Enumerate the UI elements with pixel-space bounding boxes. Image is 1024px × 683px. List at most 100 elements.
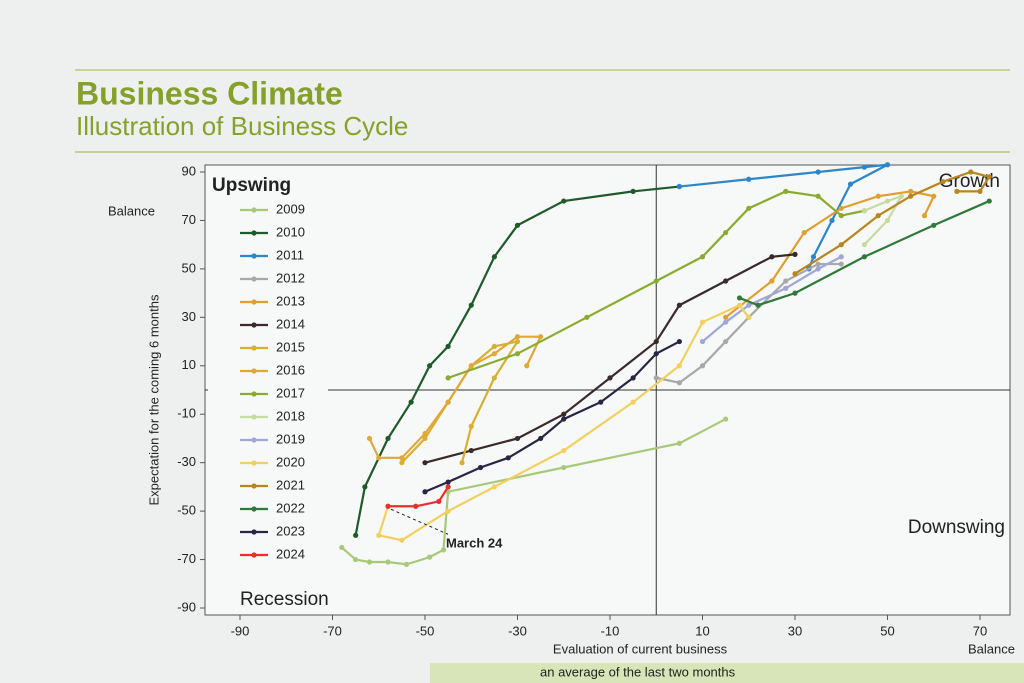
series-line xyxy=(656,262,842,384)
legend-label: 2014 xyxy=(276,316,305,331)
data-point xyxy=(445,375,451,381)
data-point xyxy=(514,351,521,357)
data-point xyxy=(491,351,497,357)
data-point xyxy=(491,484,497,490)
data-point xyxy=(422,431,428,437)
data-point xyxy=(422,489,428,495)
x-tick-label: 70 xyxy=(973,623,987,638)
data-point xyxy=(607,375,613,381)
data-point xyxy=(630,399,636,405)
legend-marker xyxy=(251,276,257,282)
x-tick-label: 50 xyxy=(880,623,894,638)
y-tick-label: -50 xyxy=(177,503,196,518)
data-point xyxy=(755,302,761,308)
x-tick-label: -10 xyxy=(601,623,620,638)
legend-label: 2017 xyxy=(276,385,305,400)
data-point xyxy=(838,261,844,267)
legend-marker xyxy=(251,529,257,535)
data-point xyxy=(746,205,752,211)
data-point xyxy=(792,251,798,257)
legend-label: 2012 xyxy=(276,270,305,285)
data-point xyxy=(403,561,410,568)
data-point xyxy=(538,435,544,442)
series-line xyxy=(739,200,990,307)
data-point xyxy=(468,302,474,308)
data-point xyxy=(723,278,729,284)
data-point xyxy=(468,363,474,369)
x-tick-label: -90 xyxy=(231,623,250,638)
footer-band xyxy=(430,663,1024,683)
legend-label: 2018 xyxy=(276,408,305,423)
data-point xyxy=(408,399,414,405)
data-point xyxy=(676,440,682,446)
chart-title: Business Climate xyxy=(76,75,343,111)
data-point xyxy=(366,559,373,565)
data-point xyxy=(376,532,382,538)
legend-marker xyxy=(251,207,257,213)
x-tick-label: -70 xyxy=(323,623,342,638)
data-point xyxy=(514,338,521,345)
series-line xyxy=(368,335,543,459)
data-point xyxy=(561,447,567,454)
data-point xyxy=(561,411,567,417)
series-line xyxy=(701,255,842,343)
data-point xyxy=(514,334,521,340)
data-point xyxy=(977,188,983,194)
x-tick-label: 30 xyxy=(788,623,802,638)
data-point xyxy=(815,193,821,199)
data-point xyxy=(524,363,530,369)
data-point xyxy=(723,338,729,345)
data-point xyxy=(353,556,359,563)
data-point xyxy=(986,198,992,204)
data-point xyxy=(940,179,946,185)
legend-label: 2011 xyxy=(276,247,304,262)
data-point xyxy=(445,508,451,514)
data-point xyxy=(584,314,590,320)
legend-marker xyxy=(251,391,257,397)
legend-marker xyxy=(251,368,257,374)
legend-title: Upswing xyxy=(212,175,291,196)
data-point xyxy=(339,544,345,551)
data-point xyxy=(838,242,844,248)
legend-label: 2021 xyxy=(276,477,305,492)
legend-label: 2022 xyxy=(276,500,305,515)
data-point xyxy=(436,498,442,505)
data-point xyxy=(861,164,867,170)
data-point xyxy=(908,193,914,199)
data-point xyxy=(491,343,497,349)
data-point xyxy=(736,302,743,308)
data-point xyxy=(399,460,405,466)
y-tick-label: 50 xyxy=(182,260,196,275)
data-point xyxy=(514,435,521,442)
data-point xyxy=(445,479,451,485)
data-point xyxy=(445,343,451,349)
data-point xyxy=(746,314,752,320)
data-point xyxy=(514,222,521,228)
quadrant-label: Recession xyxy=(240,589,329,610)
y-unit: Balance xyxy=(108,203,155,218)
y-tick-label: 30 xyxy=(182,309,196,324)
series-line xyxy=(354,185,680,536)
quadrant-label: Downswing xyxy=(908,517,1005,538)
legend-label: 2023 xyxy=(276,523,305,538)
data-point xyxy=(505,455,511,461)
y-axis-label: Expectation for the coming 6 months xyxy=(146,294,161,506)
chart-subtitle: Illustration of Business Cycle xyxy=(76,111,408,141)
legend-bg xyxy=(208,174,328,564)
data-point xyxy=(653,375,659,381)
data-point xyxy=(861,242,867,248)
data-point xyxy=(921,213,928,219)
data-point xyxy=(723,416,729,422)
data-point xyxy=(468,423,474,429)
y-tick-label: -10 xyxy=(177,406,196,421)
data-point xyxy=(815,261,821,267)
legend-label: 2013 xyxy=(276,293,305,308)
data-point xyxy=(385,559,391,565)
data-point xyxy=(931,193,937,199)
data-point xyxy=(699,254,706,260)
legend-label: 2019 xyxy=(276,431,305,446)
data-point xyxy=(783,278,789,284)
y-tick-label: 90 xyxy=(182,163,196,178)
data-point xyxy=(653,351,659,357)
